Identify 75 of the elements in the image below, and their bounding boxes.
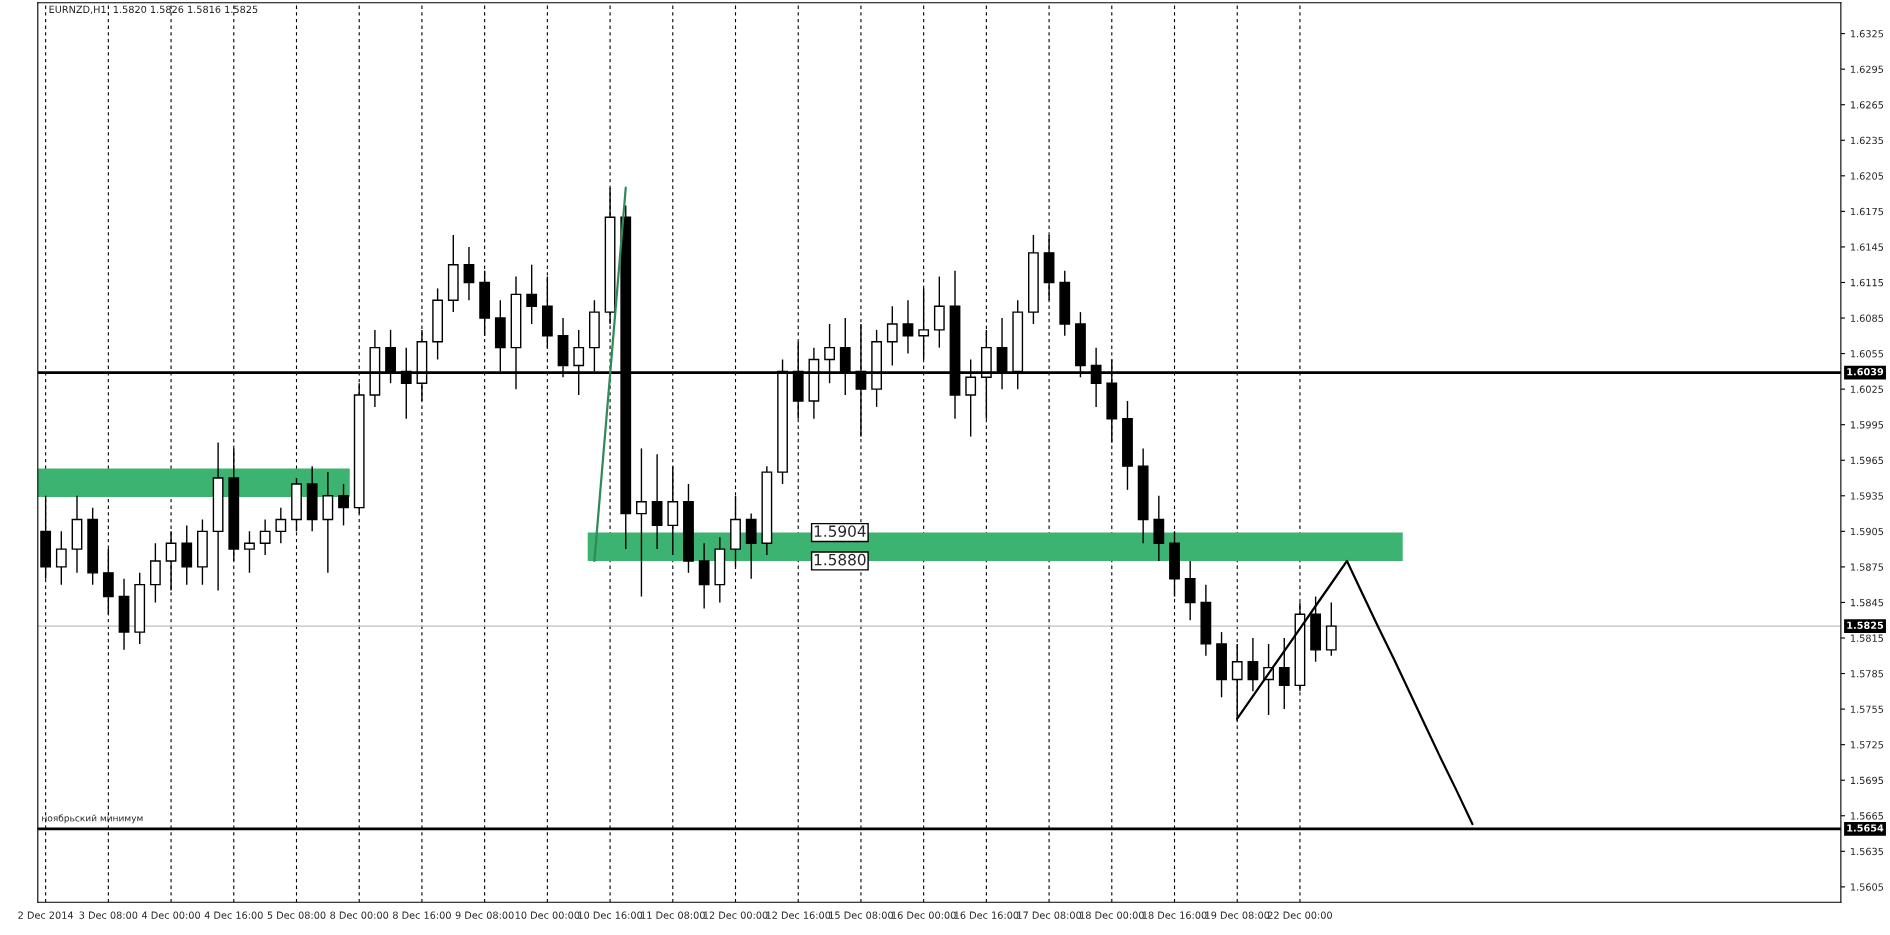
y-tick-label: 1.5845 (1850, 598, 1884, 607)
y-tick-label: 1.5635 (1850, 847, 1884, 856)
chart-title: EURNZD,H1 1.5820 1.5826 1.5816 1.5825 (49, 5, 258, 15)
x-tick-label: 16 Dec 00:00 (892, 911, 956, 919)
y-tick-label: 1.5755 (1850, 705, 1884, 713)
candlestick (338, 483, 349, 527)
y-tick-label: 1.6025 (1850, 385, 1884, 393)
y-tick-label: 1.6055 (1850, 350, 1884, 358)
candlestick (55, 530, 67, 586)
y-tick-label: 1.5905 (1850, 527, 1884, 536)
candlestick (698, 542, 710, 610)
candlestick (745, 512, 757, 580)
x-tick-label: 12 Dec 16:00 (766, 911, 831, 919)
candlestick (1184, 560, 1196, 621)
x-tick-label: 16 Dec 16:00 (954, 911, 1019, 919)
candlestick (181, 524, 193, 586)
y-tick-label: 1.6205 (1850, 172, 1884, 180)
annotation: 1.5880 (814, 553, 866, 566)
ref-line-label: 1.6039 (1847, 368, 1884, 376)
candlestick (526, 264, 538, 325)
x-tick-label: 10 Dec 00:00 (515, 911, 580, 919)
candlestick (1247, 637, 1259, 693)
x-tick-label: 9 Dec 08:00 (455, 911, 514, 919)
y-tick-label: 1.5665 (1850, 812, 1884, 820)
candlestick (1153, 495, 1165, 562)
y-tick-label: 1.6175 (1850, 207, 1884, 216)
y-tick-label: 1.5695 (1850, 776, 1884, 785)
x-tick-label: 5 Dec 08:00 (267, 911, 326, 919)
y-tick-label: 1.6325 (1850, 30, 1884, 38)
x-tick-label: 15 Dec 08:00 (829, 911, 893, 919)
x-tick-label: 8 Dec 00:00 (330, 911, 389, 919)
y-tick-label: 1.6265 (1850, 101, 1884, 109)
y-tick-label: 1.6235 (1850, 136, 1884, 145)
candlestick (1325, 601, 1337, 657)
x-tick-label: 18 Dec 00:00 (1080, 911, 1144, 919)
candlestick (463, 246, 475, 301)
x-tick-label: 8 Dec 16:00 (392, 911, 451, 919)
candlestick (933, 275, 945, 349)
y-tick-label: 1.6115 (1850, 278, 1884, 287)
annotation: 1.5904 (814, 525, 866, 537)
candlestick (149, 542, 161, 604)
candlestick (886, 305, 898, 367)
candlestick (275, 506, 287, 544)
candlestick (636, 447, 647, 598)
candlestick (902, 299, 914, 355)
candlestick (259, 518, 271, 556)
candlestick (322, 471, 334, 574)
candlestick (651, 453, 663, 550)
x-tick-label: 11 Dec 08:00 (641, 911, 705, 919)
y-tick-label: 1.6295 (1850, 65, 1884, 73)
y-tick-label: 1.5605 (1850, 883, 1884, 891)
y-tick-label: 1.5935 (1850, 492, 1884, 500)
y-tick-label: 1.5815 (1850, 634, 1884, 642)
x-tick-label: 3 Dec 08:00 (79, 911, 138, 919)
y-tick-label: 1.6145 (1850, 243, 1884, 251)
candlestick (102, 548, 114, 615)
ref-line-label: 1.5654 (1847, 824, 1884, 832)
x-tick-label: 12 Dec 00:00 (703, 911, 768, 919)
x-tick-label: 10 Dec 16:00 (578, 911, 643, 919)
y-tick-label: 1.5785 (1850, 670, 1884, 678)
x-tick-label: 19 Dec 08:00 (1205, 911, 1270, 919)
ref-line-label: 1.5825 (1847, 621, 1884, 629)
x-tick-label: 18 Dec 16:00 (1142, 911, 1207, 919)
x-tick-label: 4 Dec 16:00 (204, 911, 263, 919)
y-tick-label: 1.5875 (1850, 563, 1884, 571)
y-tick-label: 1.5965 (1850, 456, 1884, 465)
candlestick (1278, 637, 1290, 710)
x-tick-label: 17 Dec 08:00 (1017, 911, 1082, 919)
annotation: ноябрьский минимум (42, 814, 143, 824)
y-tick-label: 1.5725 (1850, 741, 1884, 749)
y-tick-label: 1.6085 (1850, 314, 1884, 322)
x-tick-label: 2 Dec 2014 (18, 911, 74, 919)
y-tick-label: 1.5995 (1850, 421, 1884, 429)
candlestick (244, 530, 255, 574)
x-tick-label: 4 Dec 00:00 (141, 911, 201, 919)
